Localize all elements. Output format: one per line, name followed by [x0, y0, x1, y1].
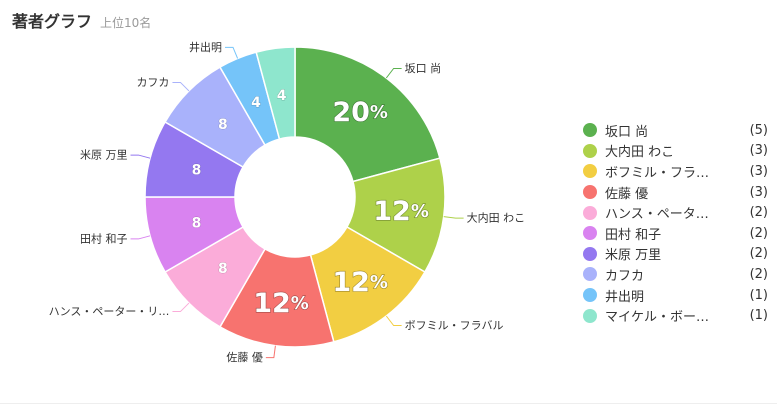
legend-item[interactable]: 大内田 わこ (3): [583, 141, 768, 162]
slice-leader-line: [130, 154, 151, 159]
chart-title: 著者グラフ: [12, 12, 93, 31]
legend-item[interactable]: 米原 万里 (2): [583, 244, 768, 265]
legend-item[interactable]: 坂口 尚 (5): [583, 120, 768, 141]
legend-color-dot: [583, 143, 597, 158]
slice-leader-line: [443, 216, 464, 219]
slice-value-label: 4: [277, 88, 287, 104]
legend-color-dot: [583, 246, 597, 261]
chart-legend: 坂口 尚 (5) 大内田 わこ (3) ボフミル・フラ… (3) 佐藤 優 (3) ハンス・ペー…: [583, 120, 768, 326]
slice-outer-label: ボフミル・フラバル: [405, 319, 504, 332]
slice-value-label: 4: [251, 95, 261, 111]
donut-slice[interactable]: [255, 46, 296, 140]
legend-item[interactable]: 田村 和子 (2): [583, 223, 768, 244]
slice-outer-label: ハンス・ペーター・リ…: [49, 305, 170, 318]
legend-item[interactable]: 佐藤 優 (3): [583, 182, 768, 203]
legend-count: (2): [749, 246, 768, 262]
legend-color-dot: [583, 226, 597, 241]
slice-outer-label: 井出明: [189, 40, 222, 54]
legend-label: 佐藤 優: [605, 186, 649, 202]
slice-outer-label: 米原 万里: [80, 149, 128, 162]
legend-color-dot: [583, 164, 597, 179]
legend-label: 井出明: [605, 289, 645, 305]
legend-color-dot: [583, 288, 597, 303]
legend-label: ハンス・ペータ…: [605, 207, 709, 223]
slice-leader-line: [265, 345, 276, 359]
slice-leader-line: [385, 67, 402, 79]
legend-color-dot: [583, 185, 597, 200]
donut-slice[interactable]: [294, 46, 441, 183]
slice-leader-line: [225, 46, 239, 59]
donut-chart: 20% 坂口 尚 12% 大内田 わこ 12% ボフミル・フラバル 12% 佐藤 優 8 ハンス・…: [49, 40, 526, 364]
slice-value-label: 20%: [332, 97, 388, 128]
slice-leader-line: [385, 315, 402, 327]
legend-count: (3): [749, 163, 768, 179]
slice-value-label: 8: [218, 117, 228, 133]
legend-count: (5): [749, 122, 768, 138]
legend-color-dot: [583, 123, 597, 138]
slice-value-label: 12%: [332, 266, 388, 297]
slice-leader-line: [130, 235, 151, 240]
slice-leader-line: [172, 81, 190, 92]
legend-count: (2): [749, 205, 768, 221]
legend-label: 米原 万里: [605, 248, 662, 264]
bottom-divider: [0, 403, 777, 404]
slice-value-label: 8: [192, 163, 202, 179]
slice-outer-label: 坂口 尚: [405, 61, 442, 75]
legend-item[interactable]: ハンス・ペータ… (2): [583, 202, 768, 223]
legend-label: カフカ: [605, 268, 645, 284]
legend-item[interactable]: カフカ (2): [583, 264, 768, 285]
legend-count: (3): [749, 184, 768, 200]
legend-color-dot: [583, 267, 597, 282]
legend-count: (1): [749, 287, 768, 303]
legend-count: (1): [749, 308, 768, 324]
legend-item[interactable]: マイケル・ボー… (1): [583, 305, 768, 326]
legend-item[interactable]: ボフミル・フラ… (3): [583, 161, 768, 182]
slice-value-label: 8: [218, 261, 228, 277]
slice-leader-line: [172, 302, 190, 313]
legend-count: (2): [749, 225, 768, 241]
legend-label: 大内田 わこ: [605, 145, 675, 161]
legend-label: マイケル・ボー…: [605, 310, 710, 326]
legend-label: 田村 和子: [605, 227, 662, 243]
slice-outer-label: カフカ: [136, 76, 169, 89]
slice-value-label: 12%: [373, 195, 429, 226]
legend-label: ボフミル・フラ…: [605, 165, 710, 181]
legend-label: 坂口 尚: [605, 124, 649, 140]
slice-outer-label: 佐藤 優: [226, 350, 263, 364]
slice-value-label: 8: [192, 215, 202, 231]
chart-subtitle: 上位10名: [100, 16, 152, 30]
slice-outer-label: 大内田 わこ: [467, 211, 526, 225]
slice-value-label: 12%: [253, 288, 309, 319]
legend-count: (2): [749, 266, 768, 282]
legend-color-dot: [583, 205, 597, 220]
legend-item[interactable]: 井出明 (1): [583, 285, 768, 306]
legend-color-dot: [583, 308, 597, 323]
slice-outer-label: 田村 和子: [80, 231, 128, 245]
chart-header: 著者グラフ 上位10名: [12, 8, 152, 31]
legend-count: (3): [749, 143, 768, 159]
